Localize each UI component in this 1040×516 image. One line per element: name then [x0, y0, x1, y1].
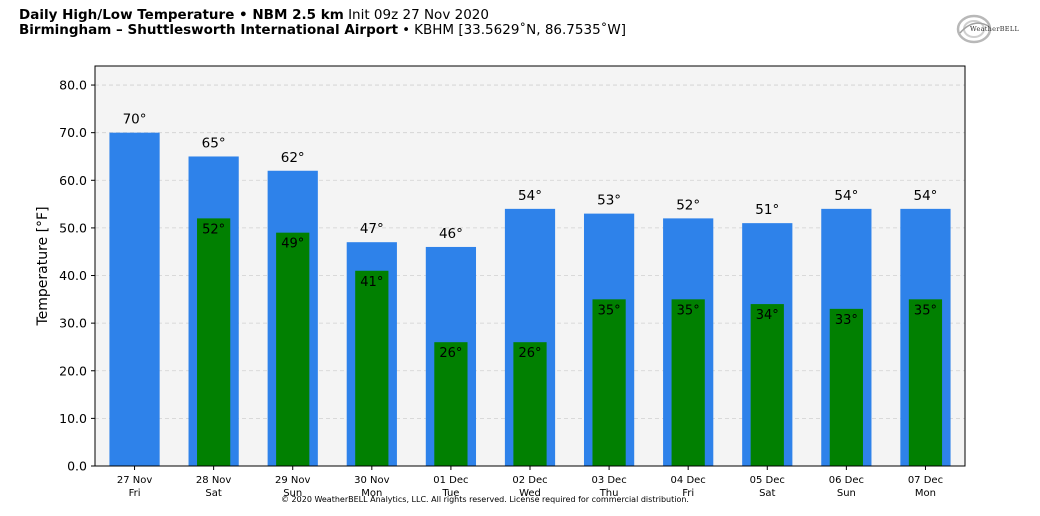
high-temp-label: 54° — [913, 188, 937, 204]
y-tick-label: 80.0 — [59, 78, 87, 93]
high-temp-label: 51° — [755, 202, 779, 218]
high-temp-label: 47° — [360, 221, 384, 237]
low-temp-bar — [750, 304, 784, 466]
x-tick-weekday-label: Sun — [283, 488, 302, 499]
low-temp-label: 52° — [202, 222, 225, 237]
data-labels: 70° 65° 62° 47° 46° 54° 53° 52° 51° 54° 54° 52° 49° 4… — [123, 112, 938, 362]
high-temp-label: 53° — [597, 193, 621, 209]
x-tick-weekday-label: Fri — [682, 488, 694, 499]
y-tick-label: 10.0 — [59, 411, 87, 426]
low-temp-label: 35° — [914, 303, 937, 318]
x-tick-date-label: 27 Nov — [117, 475, 153, 486]
y-tick-label: 0.0 — [67, 459, 87, 474]
x-tick-weekday-label: Wed — [519, 488, 541, 499]
copyright-notice: © 2020 WeatherBELL Analytics, LLC. All r… — [281, 495, 689, 504]
high-temp-bar — [109, 132, 160, 466]
logo-wordmark: WeatherBELL — [970, 25, 1020, 33]
x-tick-weekday-label: Mon — [915, 488, 936, 499]
x-tick-weekday-label: Tue — [441, 488, 459, 499]
x-tick-weekday-label: Fri — [129, 488, 141, 499]
title-line: Daily High/Low Temperature • NBM 2.5 km … — [19, 8, 626, 23]
low-temp-bar — [513, 342, 547, 466]
y-tick-label: 60.0 — [59, 173, 87, 188]
y-tick-label: 70.0 — [59, 125, 87, 140]
bars — [109, 132, 951, 466]
low-temp-bar — [829, 308, 863, 466]
x-tick-weekday-label: Thu — [599, 488, 619, 499]
x-tick-date-label: 06 Dec — [829, 475, 864, 486]
low-temp-bar — [276, 232, 310, 466]
low-temp-label: 41° — [360, 275, 383, 290]
x-tick-weekday-label: Mon — [361, 488, 382, 499]
y-tick-label: 40.0 — [59, 268, 87, 283]
low-temp-label: 49° — [281, 237, 304, 252]
chart-header: Daily High/Low Temperature • NBM 2.5 km … — [19, 8, 626, 38]
chart-title: Daily High/Low Temperature • NBM 2.5 km — [19, 7, 344, 23]
x-tick-date-label: 02 Dec — [512, 475, 547, 486]
low-temp-bar — [592, 299, 626, 466]
y-axis-label: Temperature [°F] — [35, 206, 51, 326]
station-name: Birmingham – Shuttlesworth International… — [19, 22, 399, 38]
weatherbell-logo: WeatherBELL — [956, 13, 1020, 45]
low-temp-label: 26° — [518, 346, 541, 361]
init-time: Init 09z 27 Nov 2020 — [348, 7, 489, 23]
x-tick-date-label: 29 Nov — [275, 475, 311, 486]
x-tick-date-label: 01 Dec — [433, 475, 468, 486]
high-temp-label: 70° — [123, 112, 147, 128]
bullet-separator: • — [402, 22, 411, 38]
x-axis: 27 Nov Fri 28 Nov Sat 29 Nov Sun 30 Nov Mon 01 D… — [117, 466, 943, 499]
x-tick-weekday-label: Sat — [205, 488, 221, 499]
high-temp-label: 54° — [834, 188, 858, 204]
y-tick-label: 50.0 — [59, 220, 87, 235]
high-temp-label: 46° — [439, 226, 463, 242]
x-tick-date-label: 05 Dec — [750, 475, 785, 486]
x-tick-weekday-label: Sun — [837, 488, 856, 499]
x-tick-date-label: 30 Nov — [354, 475, 390, 486]
low-temp-label: 34° — [756, 308, 779, 323]
low-temp-bar — [671, 299, 705, 466]
low-temp-bar — [355, 270, 389, 466]
x-tick-date-label: 07 Dec — [908, 475, 943, 486]
x-tick-date-label: 04 Dec — [671, 475, 706, 486]
x-tick-date-label: 03 Dec — [591, 475, 626, 486]
station-line: Birmingham – Shuttlesworth International… — [19, 23, 626, 38]
low-temp-bar — [197, 218, 231, 466]
low-temp-bar — [908, 299, 943, 466]
low-temp-bar — [434, 342, 468, 466]
weatherbell-swirl-logo-icon — [956, 14, 992, 44]
y-axis: 0.0 10.0 20.0 30.0 40.0 50.0 60.0 70.0 80.0 — [59, 78, 95, 474]
station-info: KBHM [33.5629˚N, 86.7535˚W] — [414, 22, 627, 38]
low-temp-label: 35° — [598, 303, 621, 318]
y-tick-label: 20.0 — [59, 363, 87, 378]
low-temp-label: 33° — [835, 313, 858, 328]
high-temp-label: 62° — [281, 150, 305, 166]
high-temp-label: 65° — [202, 135, 226, 151]
y-tick-label: 30.0 — [59, 316, 87, 331]
x-tick-weekday-label: Sat — [759, 488, 775, 499]
x-tick-date-label: 28 Nov — [196, 475, 232, 486]
high-temp-label: 54° — [518, 188, 542, 204]
high-temp-label: 52° — [676, 197, 700, 213]
low-temp-label: 26° — [439, 346, 462, 361]
low-temp-label: 35° — [677, 303, 700, 318]
